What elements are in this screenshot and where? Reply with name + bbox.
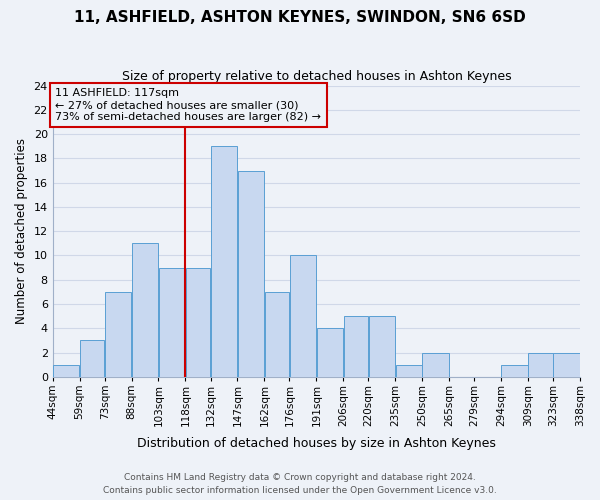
X-axis label: Distribution of detached houses by size in Ashton Keynes: Distribution of detached houses by size … [137, 437, 496, 450]
Bar [290, 256, 316, 377]
Bar [344, 316, 368, 377]
Y-axis label: Number of detached properties: Number of detached properties [15, 138, 28, 324]
Bar [53, 364, 79, 377]
Bar [553, 352, 580, 377]
Bar [422, 352, 449, 377]
Title: Size of property relative to detached houses in Ashton Keynes: Size of property relative to detached ho… [122, 70, 511, 83]
Bar [105, 292, 131, 377]
Bar [238, 170, 264, 377]
Bar [528, 352, 553, 377]
Bar [185, 268, 210, 377]
Bar [132, 244, 158, 377]
Bar [265, 292, 289, 377]
Bar [211, 146, 237, 377]
Text: 11 ASHFIELD: 117sqm
← 27% of detached houses are smaller (30)
73% of semi-detach: 11 ASHFIELD: 117sqm ← 27% of detached ho… [55, 88, 322, 122]
Bar [159, 268, 185, 377]
Text: Contains HM Land Registry data © Crown copyright and database right 2024.
Contai: Contains HM Land Registry data © Crown c… [103, 473, 497, 495]
Bar [317, 328, 343, 377]
Bar [395, 364, 422, 377]
Bar [502, 364, 528, 377]
Bar [368, 316, 395, 377]
Text: 11, ASHFIELD, ASHTON KEYNES, SWINDON, SN6 6SD: 11, ASHFIELD, ASHTON KEYNES, SWINDON, SN… [74, 10, 526, 25]
Bar [80, 340, 104, 377]
